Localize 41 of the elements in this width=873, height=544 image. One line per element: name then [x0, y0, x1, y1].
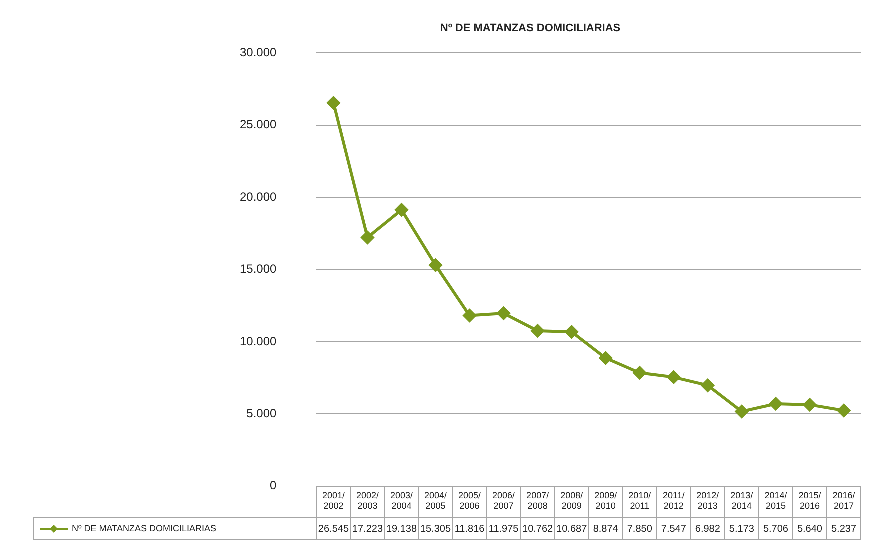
data-label: 19.138: [386, 524, 418, 535]
data-label: 6.982: [695, 524, 721, 535]
legend-label: Nº DE MATANZAS DOMICILIARIAS: [72, 523, 216, 534]
data-label: 10.762: [522, 524, 554, 535]
x-tick-label: 2002/2003: [356, 490, 380, 512]
chart-title: Nº DE MATANZAS DOMICILIARIAS: [440, 22, 621, 35]
data-label: 5.237: [831, 524, 857, 535]
data-label: 5.640: [797, 524, 823, 535]
x-tick-label: 2003/2004: [390, 490, 414, 512]
y-tick-label: 0: [270, 478, 278, 493]
x-tick-label: 2007/2008: [526, 490, 550, 512]
data-label: 11.816: [454, 524, 486, 535]
x-tick-label: 2014/2015: [764, 490, 788, 512]
y-tick-label: 30.000: [240, 46, 278, 60]
y-tick-label: 15.000: [240, 262, 278, 276]
x-tick-label: 2001/2002: [322, 490, 346, 512]
data-label: 26.545: [318, 524, 350, 535]
x-tick-label: 2009/2010: [594, 490, 618, 512]
data-label: 11.975: [488, 524, 520, 535]
x-tick-label: 2013/2014: [730, 490, 754, 512]
y-tick-label: 10.000: [240, 334, 278, 348]
x-tick-label: 2004/2005: [424, 490, 448, 512]
x-tick-label: 2016/2017: [832, 490, 856, 512]
data-label: 15.305: [420, 524, 452, 535]
x-tick-label: 2012/2013: [696, 490, 720, 512]
data-label: 7.850: [627, 524, 653, 535]
data-label: 10.687: [556, 524, 588, 535]
y-tick-label: 20.000: [240, 190, 278, 204]
y-tick-label: 25.000: [240, 118, 278, 132]
data-label: 5.173: [729, 524, 755, 535]
x-tick-label: 2006/2007: [492, 490, 516, 512]
y-tick-label: 5.000: [246, 406, 278, 421]
data-label: 17.223: [352, 524, 384, 535]
data-label: 7.547: [661, 524, 687, 535]
x-tick-label: 2010/2011: [628, 490, 652, 512]
data-label: 8.874: [593, 524, 619, 535]
x-tick-label: 2011/2012: [662, 490, 686, 512]
data-label: 5.706: [763, 524, 789, 535]
x-tick-label: 2005/2006: [458, 490, 482, 512]
x-tick-label: 2008/2009: [560, 490, 584, 512]
x-tick-label: 2015/2016: [798, 490, 822, 512]
